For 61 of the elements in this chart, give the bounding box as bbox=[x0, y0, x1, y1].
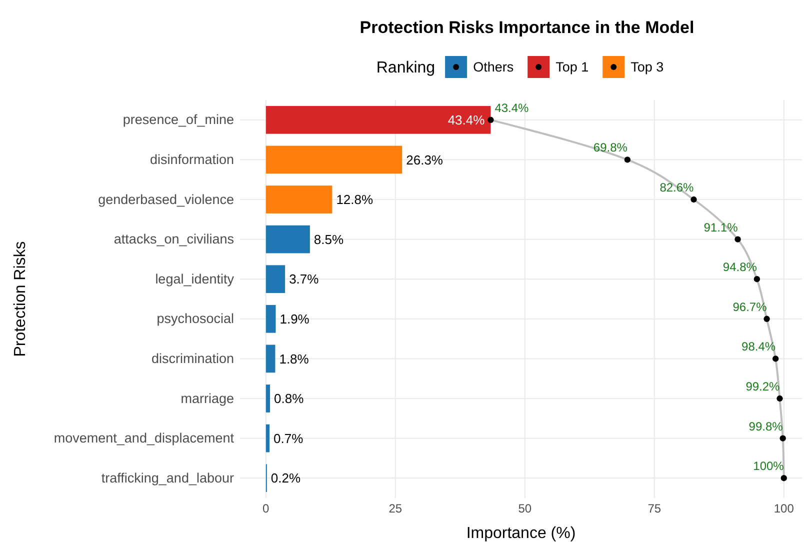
y-tick-label: movement_and_displacement bbox=[54, 430, 234, 446]
bar bbox=[266, 186, 332, 214]
data-label: 0.2% bbox=[270, 470, 302, 486]
point bbox=[776, 395, 783, 402]
data-label: 1.9% bbox=[280, 311, 310, 326]
y-tick-label: attacks_on_civilians bbox=[114, 232, 234, 247]
bar bbox=[266, 344, 276, 373]
data-label: 43.4% bbox=[494, 100, 530, 115]
x-tick-label: 75 bbox=[648, 502, 662, 516]
x-tick-label: 25 bbox=[388, 502, 402, 516]
data-label: 12.8% bbox=[336, 192, 374, 208]
point bbox=[690, 196, 697, 203]
y-axis-title: Protection Risks bbox=[12, 241, 29, 357]
data-label: 8.5% bbox=[314, 232, 344, 247]
chart-title: Protection Risks Importance in the Model bbox=[360, 18, 694, 37]
data-label: 26.3% bbox=[406, 152, 444, 168]
data-label: 96.7% bbox=[732, 300, 768, 314]
point bbox=[734, 236, 741, 242]
y-tick-label: trafficking_and_labour bbox=[101, 470, 234, 486]
x-tick-label: 50 bbox=[518, 502, 532, 516]
point bbox=[780, 475, 787, 482]
y-tick-label: disinformation bbox=[150, 152, 234, 168]
y-tick-label: legal_identity bbox=[155, 271, 234, 286]
point bbox=[754, 276, 760, 282]
point bbox=[764, 316, 770, 322]
x-axis-title: Importance (%) bbox=[466, 525, 576, 542]
data-label: 0.8% bbox=[274, 391, 304, 406]
bar bbox=[266, 384, 270, 412]
data-label: 99.2% bbox=[746, 380, 780, 394]
y-tick-label: marriage bbox=[180, 390, 234, 406]
y-tick-label: discrimination bbox=[151, 351, 234, 366]
legend-title: Ranking bbox=[376, 60, 436, 77]
data-label: 43.4% bbox=[448, 112, 486, 128]
bar bbox=[266, 424, 270, 452]
data-label: 99.8% bbox=[748, 419, 784, 434]
y-tick-label: genderbased_violence bbox=[98, 192, 234, 207]
bar bbox=[266, 225, 310, 254]
y-tick-label: psychosocial bbox=[156, 311, 234, 326]
bar bbox=[266, 106, 491, 134]
legend-label: Top 3 bbox=[630, 60, 664, 75]
bar bbox=[266, 265, 286, 294]
data-label: 94.8% bbox=[722, 260, 758, 274]
bar bbox=[266, 304, 276, 333]
data-label: 69.8% bbox=[593, 140, 628, 155]
legend-label: Top 1 bbox=[556, 60, 589, 75]
legend-label: Others bbox=[473, 60, 514, 75]
bar bbox=[266, 146, 402, 174]
point bbox=[780, 435, 786, 442]
x-tick-label: 100 bbox=[774, 502, 794, 516]
point bbox=[772, 356, 779, 362]
data-label: 0.7% bbox=[274, 430, 304, 446]
y-tick-label: presence_of_mine bbox=[122, 112, 234, 128]
data-label: 3.7% bbox=[289, 272, 320, 287]
x-tick-label: 0 bbox=[262, 502, 270, 516]
data-label: 1.8% bbox=[279, 351, 310, 366]
point bbox=[488, 116, 494, 123]
data-label: 91.1% bbox=[704, 220, 738, 234]
data-label: 98.4% bbox=[742, 340, 776, 354]
data-label: 82.6% bbox=[660, 180, 694, 194]
point bbox=[624, 156, 631, 163]
data-label: 100% bbox=[753, 459, 784, 474]
